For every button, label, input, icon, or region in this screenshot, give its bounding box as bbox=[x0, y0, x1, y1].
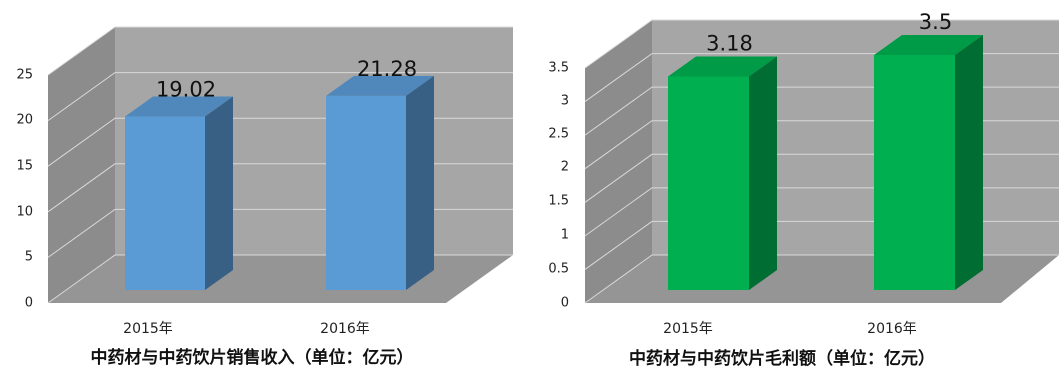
bar-value-label: 3.18 bbox=[706, 31, 753, 55]
chart-side-wall bbox=[48, 27, 115, 303]
chart-side-wall bbox=[585, 20, 652, 303]
gridline bbox=[584, 19, 1059, 69]
y-tick-label: 0 bbox=[25, 296, 33, 311]
bar-side-face bbox=[955, 35, 983, 290]
bar-side-face bbox=[205, 96, 233, 290]
bar bbox=[668, 56, 777, 290]
y-tick-label: 3.5 bbox=[548, 61, 569, 76]
y-tick-label: 5 bbox=[25, 250, 33, 265]
bar bbox=[874, 35, 983, 290]
chart-title: 中药材与中药饮片毛利额（单位：亿元） bbox=[629, 348, 935, 369]
y-tick-label: 20 bbox=[16, 113, 33, 128]
bar-front-face bbox=[125, 116, 205, 290]
y-tick-label: 2.5 bbox=[548, 127, 569, 142]
y-tick-label: 0.5 bbox=[548, 262, 569, 277]
bars bbox=[125, 75, 434, 291]
bar-front-face bbox=[668, 76, 749, 290]
bar-top-face bbox=[874, 35, 983, 55]
y-tick-label: 2 bbox=[561, 160, 569, 175]
bar bbox=[125, 96, 233, 290]
y-tick-label: 25 bbox=[16, 68, 33, 83]
bar-top-face bbox=[125, 96, 233, 117]
bar-top-face bbox=[668, 56, 777, 77]
bars bbox=[668, 35, 983, 290]
bar-top-face bbox=[326, 75, 434, 96]
x-category-label: 2016年 bbox=[320, 321, 370, 337]
bar bbox=[326, 75, 434, 291]
bar-value-label: 19.02 bbox=[156, 78, 216, 102]
bar-front-face bbox=[874, 55, 955, 290]
bar-side-face bbox=[749, 56, 777, 290]
chart-floor bbox=[48, 255, 513, 303]
y-tick-label: 1 bbox=[561, 228, 569, 243]
x-category-label: 2015年 bbox=[663, 321, 713, 337]
gridline bbox=[47, 26, 513, 76]
bar-value-label: 21.28 bbox=[357, 57, 417, 81]
x-category-label: 2015年 bbox=[123, 321, 173, 337]
y-tick-label: 10 bbox=[16, 205, 33, 220]
bar-side-face bbox=[406, 75, 434, 291]
chart-title: 中药材与中药饮片销售收入（单位：亿元） bbox=[91, 347, 414, 368]
y-tick-label: 15 bbox=[16, 159, 33, 174]
y-tick-label: 0 bbox=[561, 296, 569, 311]
chart-gross-profit: 0 0.5 1 1.5 2 2.5 3 3.5 2015年 2016年 3.18… bbox=[548, 10, 1059, 369]
y-tick-label: 1.5 bbox=[548, 194, 569, 209]
bar-value-label: 3.5 bbox=[919, 10, 952, 34]
x-category-label: 2016年 bbox=[867, 321, 917, 337]
chart-floor bbox=[585, 255, 1059, 303]
chart-sales-revenue: 0 5 10 15 20 25 2015年 2016年 19.02 21.28 … bbox=[16, 26, 513, 368]
gridline bbox=[47, 72, 513, 122]
bar-front-face bbox=[326, 95, 406, 291]
y-tick-label: 3 bbox=[561, 94, 569, 109]
